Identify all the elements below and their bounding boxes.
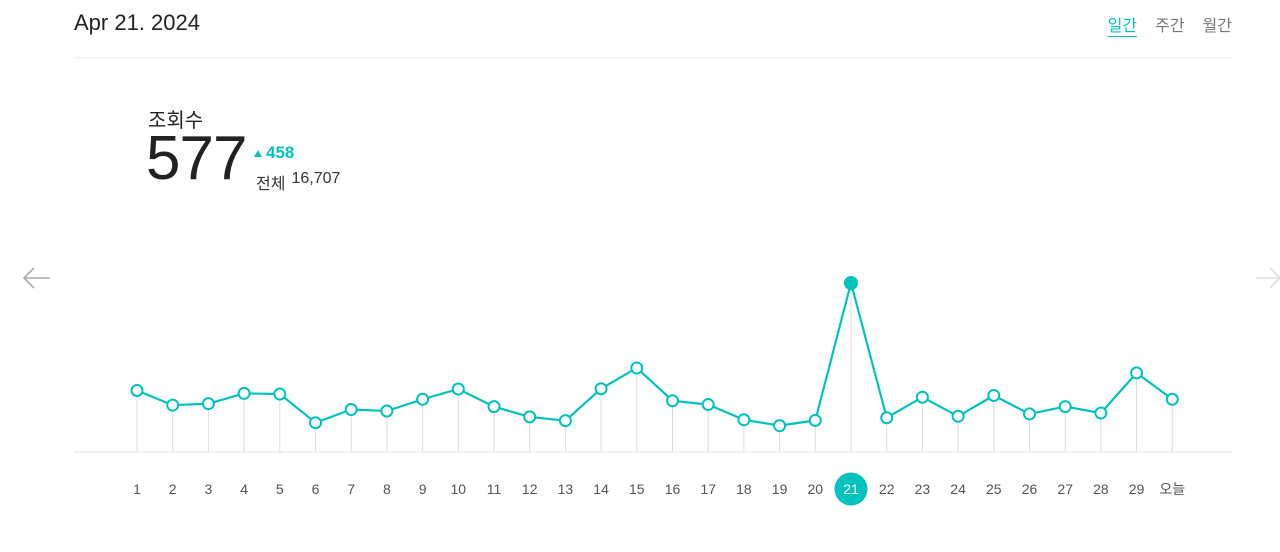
x-tick-label: 10 <box>451 481 467 497</box>
data-point <box>1130 366 1144 380</box>
x-tick-label: 13 <box>558 481 574 497</box>
x-tick-label: 23 <box>915 481 931 497</box>
x-tick-label: 7 <box>347 481 355 497</box>
data-point <box>737 413 751 427</box>
x-tick-label: 3 <box>205 481 213 497</box>
data-point <box>630 361 644 375</box>
x-tick-label: 오늘 <box>1159 481 1185 497</box>
data-point <box>1165 392 1179 406</box>
date-label: Apr 21. 2024 <box>74 10 200 35</box>
data-point <box>987 388 1001 402</box>
x-tick-label: 26 <box>1022 481 1038 497</box>
x-tick-label: 21 <box>843 481 859 497</box>
x-tick-label: 4 <box>240 481 248 497</box>
x-tick-label: 20 <box>808 481 824 497</box>
tab-monthly[interactable]: 월간 <box>1202 16 1232 35</box>
data-point <box>1094 406 1108 420</box>
x-tick-label: 28 <box>1093 481 1109 497</box>
x-tick-label: 12 <box>522 481 538 497</box>
data-point <box>773 419 787 433</box>
x-tick-label: 2 <box>169 481 177 497</box>
x-tick-label: 15 <box>629 481 645 497</box>
arrow-right-icon <box>1256 267 1280 289</box>
x-tick-label: 25 <box>986 481 1002 497</box>
x-tick-label: 18 <box>736 481 752 497</box>
x-tick-label: 24 <box>950 481 966 497</box>
metric-title: 조회수 <box>148 108 204 132</box>
header-divider <box>74 57 1232 58</box>
data-point <box>416 392 430 406</box>
data-point <box>166 398 180 412</box>
tab-weekly[interactable]: 주간 <box>1155 16 1185 35</box>
prev-period-button[interactable] <box>21 262 53 294</box>
data-point <box>915 390 929 404</box>
metric-value: 577 <box>146 124 247 193</box>
data-point <box>523 410 537 424</box>
data-point <box>880 411 894 425</box>
period-tabs: 일간 주간 월간 <box>1108 12 1232 36</box>
tab-daily[interactable]: 일간 <box>1107 16 1138 35</box>
data-point <box>1023 407 1036 421</box>
metric-change: 458 <box>254 143 294 163</box>
data-point <box>273 387 287 401</box>
data-point <box>130 383 144 397</box>
x-tick-label: 1 <box>133 481 141 497</box>
caret-up-icon <box>254 149 262 157</box>
x-tick-label: 22 <box>879 481 895 497</box>
data-point <box>951 409 965 423</box>
data-point-selected <box>844 276 858 290</box>
x-tick-label: 19 <box>772 481 788 497</box>
metric-total-value: 16,707 <box>291 170 341 187</box>
data-point <box>451 382 465 396</box>
data-point <box>808 413 822 427</box>
data-point <box>309 416 322 430</box>
data-point <box>558 414 572 428</box>
data-point <box>487 400 501 414</box>
x-tick-label: 9 <box>419 481 427 497</box>
data-point <box>666 394 679 408</box>
metric-total-label: 전체 <box>256 174 286 193</box>
x-tick-label: 6 <box>312 481 320 497</box>
data-point <box>237 386 251 400</box>
arrow-left-icon <box>22 267 50 289</box>
x-tick-label: 8 <box>383 481 391 497</box>
metric-total: 전체 16,707 <box>256 170 340 194</box>
data-point <box>344 403 358 417</box>
x-tick-label: 27 <box>1057 481 1073 497</box>
data-point <box>201 397 215 411</box>
data-point <box>701 398 715 412</box>
metric-change-value: 458 <box>266 143 295 162</box>
series-line <box>136 281 1173 427</box>
next-period-button[interactable] <box>1252 262 1280 294</box>
selected-day-badge <box>834 472 868 506</box>
x-tick-label: 5 <box>276 481 284 497</box>
x-tick-label: 17 <box>700 481 716 497</box>
x-tick-label: 11 <box>487 481 502 497</box>
data-point <box>594 382 608 396</box>
data-point <box>380 404 394 418</box>
data-point <box>1058 400 1072 414</box>
x-tick-label: 29 <box>1129 481 1145 497</box>
x-tick-label: 14 <box>593 481 609 497</box>
x-tick-label: 16 <box>665 481 681 497</box>
